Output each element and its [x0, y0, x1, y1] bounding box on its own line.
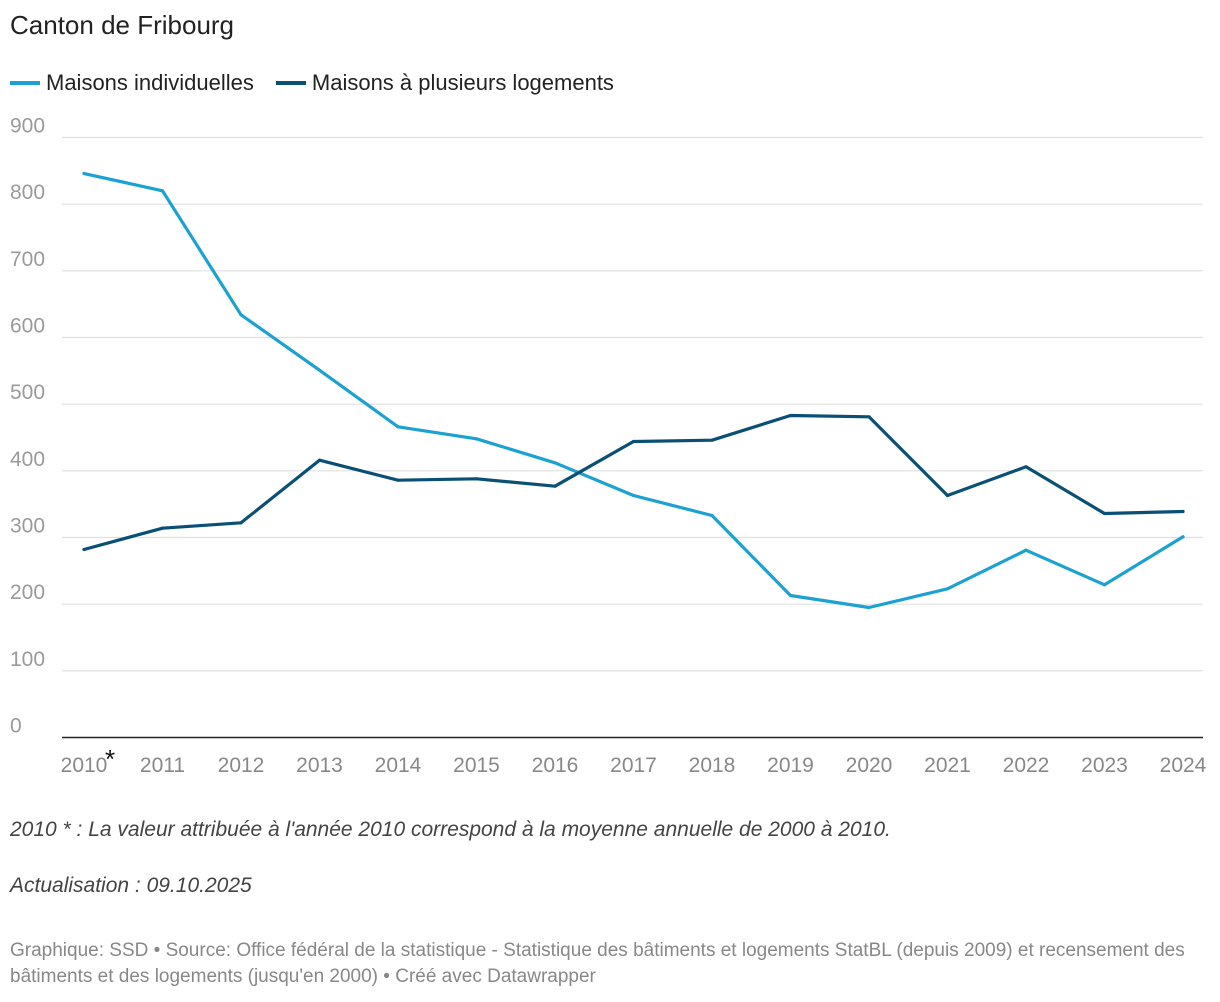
y-tick-label-400: 400: [10, 448, 45, 471]
data-point-multi-2011: [160, 526, 165, 530]
data-point-multi-2020: [867, 415, 871, 419]
data-point-multi-2021: [945, 493, 950, 498]
asterisk-note: 2010 * : La valeur attribuée à l'année 2…: [10, 818, 891, 841]
x-tick-label-2016: 2016: [532, 754, 579, 777]
x-tick-label-2013: 2013: [296, 754, 343, 777]
data-point-multi-2013: [317, 458, 322, 462]
x-tick-label-2012: 2012: [218, 754, 265, 777]
x-tick-label-2015: 2015: [453, 754, 500, 777]
legend-swatch-individual: [10, 81, 40, 85]
y-tick-label-0: 0: [10, 715, 22, 738]
data-point-individual-2022: [1024, 548, 1028, 552]
x-tick-label-2019: 2019: [767, 754, 814, 777]
data-point-individual-2016: [553, 461, 557, 465]
data-point-individual-2011: [160, 189, 165, 193]
source-footer: Graphique: SSD • Source: Office fédéral …: [10, 940, 1185, 987]
x-tick-asterisk: *: [105, 744, 115, 774]
data-point-multi-2019: [788, 413, 793, 418]
x-tick-label-2023: 2023: [1081, 754, 1128, 777]
data-point-individual-2020: [867, 605, 871, 610]
data-point-multi-2023: [1102, 511, 1107, 516]
y-tick-label-300: 300: [10, 515, 45, 538]
x-tick-label-2014: 2014: [375, 754, 422, 777]
legend: Maisons individuelles Maisons à plusieur…: [10, 70, 614, 96]
data-point-individual-2018: [710, 513, 714, 518]
x-tick-label-2024: 2024: [1160, 754, 1207, 777]
series-line-individual: [82, 171, 1185, 610]
y-tick-label-900: 900: [10, 115, 45, 138]
legend-item-multi: Maisons à plusieurs logements: [275, 70, 614, 96]
data-point-multi-2018: [710, 438, 714, 442]
series-line-multi: [82, 413, 1185, 552]
data-point-individual-2014: [396, 425, 400, 429]
x-tick-label-2010: 2010: [61, 754, 108, 777]
data-point-individual-2023: [1102, 583, 1107, 587]
data-point-multi-2024: [1181, 509, 1185, 514]
data-point-multi-2012: [239, 521, 243, 525]
data-point-individual-2013: [317, 368, 322, 372]
data-point-individual-2021: [945, 587, 950, 591]
data-point-multi-2016: [553, 484, 557, 488]
data-point-multi-2014: [396, 478, 400, 482]
chart-title: Canton de Fribourg: [10, 10, 235, 40]
data-point-multi-2015: [474, 477, 479, 481]
y-tick-label-600: 600: [10, 315, 45, 338]
data-point-individual-2019: [788, 593, 793, 598]
data-point-multi-2010: [82, 547, 86, 552]
x-tick-label-2018: 2018: [689, 754, 736, 777]
data-point-individual-2015: [474, 437, 479, 441]
x-tick-label-2022: 2022: [1003, 754, 1050, 777]
x-tick-label-2020: 2020: [846, 754, 893, 777]
data-point-individual-2010: [82, 171, 86, 176]
y-tick-label-800: 800: [10, 181, 45, 204]
x-tick-label-2021: 2021: [924, 754, 971, 777]
legend-swatch-multi: [275, 81, 306, 85]
y-tick-label-700: 700: [10, 248, 45, 271]
y-tick-label-200: 200: [10, 581, 45, 604]
line-chart: 0 100 200 300 400 500 600 700 800 900 2010 2011 2012…: [10, 115, 1207, 778]
data-point-multi-2022: [1024, 465, 1028, 469]
y-tick-label-500: 500: [10, 381, 45, 404]
legend-item-individual: Maisons individuelles: [10, 70, 254, 96]
data-point-individual-2017: [631, 493, 636, 498]
x-tick-label-2011: 2011: [140, 754, 185, 777]
update-note: Actualisation : 09.10.2025: [10, 874, 252, 897]
y-tick-label-100: 100: [10, 648, 45, 671]
data-point-multi-2017: [631, 439, 636, 444]
x-tick-label-2017: 2017: [610, 754, 657, 777]
data-point-individual-2012: [239, 313, 243, 317]
data-point-individual-2024: [1181, 535, 1185, 539]
legend-label-multi: Maisons à plusieurs logements: [311, 70, 614, 95]
legend-label-individual: Maisons individuelles: [46, 70, 254, 95]
